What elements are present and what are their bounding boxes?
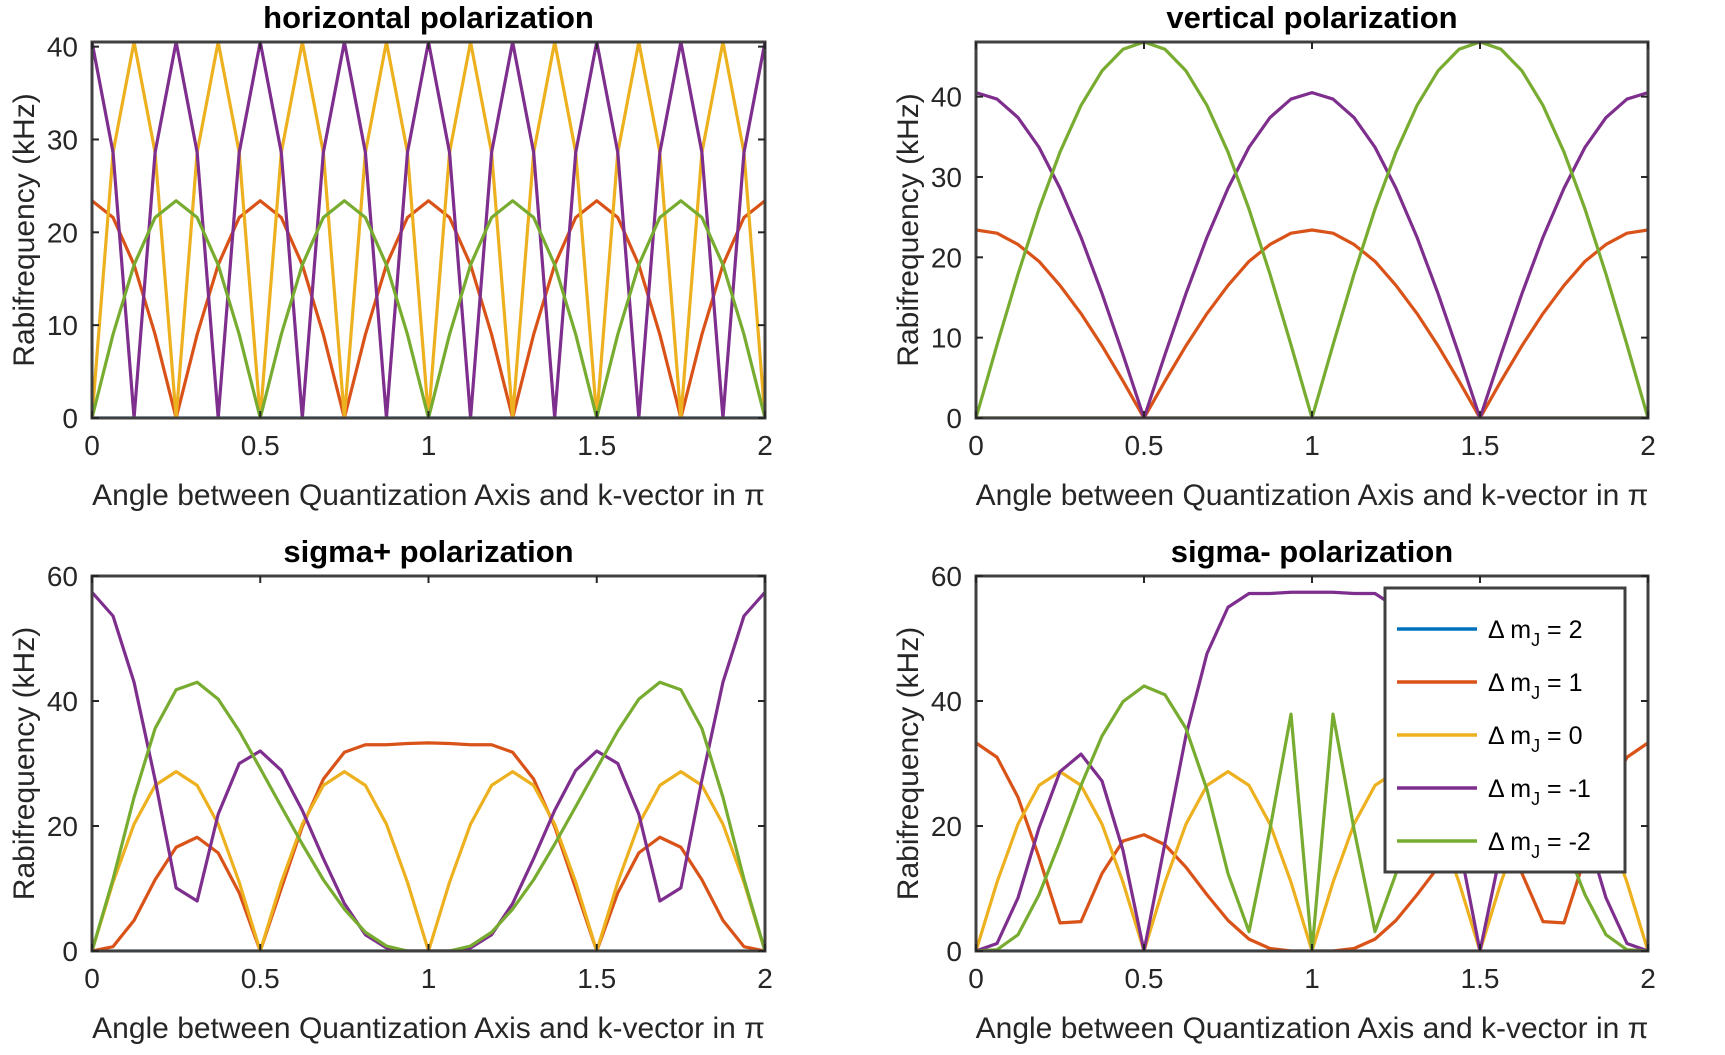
x-tick-label: 0	[84, 963, 100, 994]
legend-label-main: Δ m	[1488, 669, 1531, 697]
y-tick-label: 30	[931, 162, 962, 193]
series-line-2	[92, 199, 765, 418]
legend-label-main: Δ m	[1488, 775, 1531, 803]
x-tick-label: 0	[968, 963, 984, 994]
x-tick-label: 1	[421, 963, 437, 994]
x-axis-label: Angle between Quantization Axis and k-ve…	[92, 479, 765, 512]
series-line-4	[92, 590, 765, 951]
x-tick-label: 2	[1640, 963, 1656, 994]
y-tick-label: 60	[931, 561, 962, 592]
y-axis-label: Rabifrequency (kHz)	[892, 93, 925, 366]
chart-title: sigma+ polarization	[283, 534, 573, 569]
x-axis-label: Angle between Quantization Axis and k-ve…	[92, 1012, 765, 1045]
series-line-4	[92, 42, 765, 418]
x-tick-label: 1.5	[1461, 430, 1500, 461]
series-line-5	[92, 680, 765, 951]
y-axis-label: Rabifrequency (kHz)	[892, 627, 925, 900]
x-tick-label: 0.5	[241, 963, 280, 994]
y-tick-label: 40	[47, 32, 78, 63]
x-tick-label: 2	[757, 963, 773, 994]
chart-title: sigma- polarization	[1171, 534, 1453, 569]
legend-label: Δ mJ = 1	[1488, 669, 1583, 703]
x-tick-label: 1.5	[1461, 963, 1500, 994]
series-line-3	[92, 42, 765, 418]
y-tick-label: 10	[931, 323, 962, 354]
y-tick-label: 20	[931, 811, 962, 842]
x-tick-label: 1.5	[577, 430, 616, 461]
x-tick-label: 0.5	[1125, 430, 1164, 461]
y-tick-label: 40	[931, 82, 962, 113]
series-line-2	[976, 741, 1648, 951]
legend-label-sub: J	[1531, 736, 1540, 756]
series-group	[92, 42, 765, 418]
y-tick-label: 0	[62, 936, 78, 967]
x-tick-label: 1	[421, 430, 437, 461]
chart-title: horizontal polarization	[263, 0, 594, 35]
series-line-2	[92, 741, 765, 951]
legend-box	[1383, 586, 1627, 874]
x-tick-label: 0.5	[1125, 963, 1164, 994]
x-tick-label: 1	[1304, 963, 1320, 994]
legend-label-value: = 2	[1540, 616, 1582, 644]
legend-label-value: = -2	[1540, 828, 1591, 856]
y-axis-label: Rabifrequency (kHz)	[8, 627, 41, 900]
legend-label-value: = 1	[1540, 669, 1582, 697]
legend: Δ mJ = 2Δ mJ = 1Δ mJ = 0Δ mJ = -1Δ mJ = …	[1383, 586, 1627, 874]
x-tick-label: 0.5	[241, 430, 280, 461]
legend-label-main: Δ m	[1488, 828, 1531, 856]
y-tick-label: 0	[946, 403, 962, 434]
y-axis-label: Rabifrequency (kHz)	[8, 93, 41, 366]
y-tick-label: 40	[931, 686, 962, 717]
x-tick-label: 2	[1640, 430, 1656, 461]
series-line-5	[92, 199, 765, 418]
x-tick-label: 1	[1304, 430, 1320, 461]
y-tick-label: 30	[47, 124, 78, 155]
y-tick-label: 10	[47, 310, 78, 341]
legend-item: Δ mJ = 1	[1397, 669, 1583, 703]
legend-label-sub: J	[1531, 789, 1540, 809]
series-line-2	[976, 228, 1648, 418]
legend-label-value: = -1	[1540, 775, 1591, 803]
legend-item: Δ mJ = -2	[1397, 828, 1591, 862]
y-tick-label: 60	[47, 561, 78, 592]
legend-label-sub: J	[1531, 842, 1540, 862]
legend-label: Δ mJ = 2	[1488, 616, 1583, 650]
x-tick-label: 1.5	[577, 963, 616, 994]
x-axis-label: Angle between Quantization Axis and k-ve…	[976, 1012, 1649, 1045]
legend-item: Δ mJ = -1	[1397, 775, 1591, 809]
legend-label-main: Δ m	[1488, 616, 1531, 644]
series-group	[976, 42, 1648, 418]
y-tick-label: 0	[62, 403, 78, 434]
plot-area	[92, 576, 765, 951]
x-axis-label: Angle between Quantization Axis and k-ve…	[976, 479, 1649, 512]
x-tick-label: 2	[757, 430, 773, 461]
plot-area	[92, 42, 765, 418]
legend-item: Δ mJ = 0	[1397, 722, 1583, 756]
legend-label: Δ mJ = -1	[1488, 775, 1591, 809]
legend-item: Δ mJ = 2	[1397, 616, 1583, 650]
legend-label: Δ mJ = -2	[1488, 828, 1591, 862]
series-line-3	[92, 770, 765, 951]
y-tick-label: 20	[47, 811, 78, 842]
legend-label: Δ mJ = 0	[1488, 722, 1583, 756]
series-line-5	[976, 42, 1648, 418]
legend-label-sub: J	[1531, 683, 1540, 703]
legend-label-value: = 0	[1540, 722, 1582, 750]
y-tick-label: 40	[47, 686, 78, 717]
legend-label-sub: J	[1531, 630, 1540, 650]
y-tick-label: 0	[946, 936, 962, 967]
series-line-4	[976, 91, 1648, 418]
series-group	[92, 590, 765, 951]
y-tick-label: 20	[47, 217, 78, 248]
x-tick-label: 0	[968, 430, 984, 461]
y-tick-label: 20	[931, 242, 962, 273]
x-tick-label: 0	[84, 430, 100, 461]
legend-label-main: Δ m	[1488, 722, 1531, 750]
chart-title: vertical polarization	[1166, 0, 1457, 35]
